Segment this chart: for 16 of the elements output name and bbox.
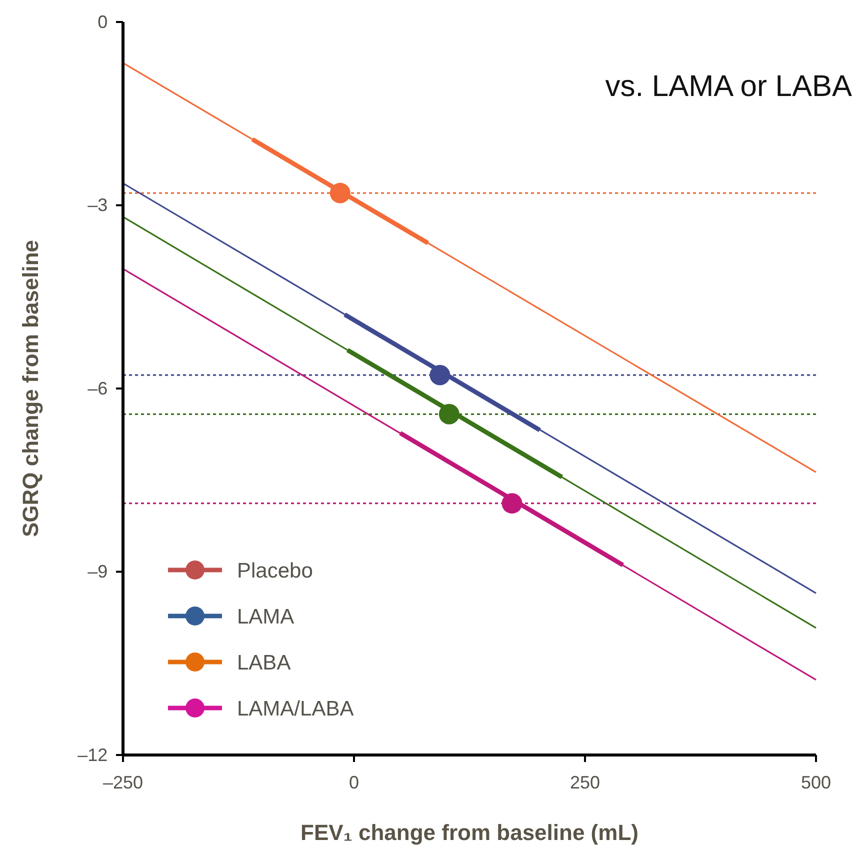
x-axis-title: FEV₁ change from baseline (mL) — [300, 820, 638, 845]
x-tick-label: 250 — [570, 772, 600, 792]
legend-label: LAMA — [237, 606, 294, 629]
y-tick-label: –3 — [88, 195, 108, 216]
y-tick-label: –9 — [88, 562, 108, 582]
legend-label: LAMA/LABA — [237, 698, 354, 721]
legend-label: LABA — [237, 652, 291, 675]
y-tick-label: –6 — [88, 378, 108, 398]
x-tick-label: 500 — [800, 772, 832, 792]
y-tick-label: 0 — [98, 12, 108, 32]
x-tick-label: –250 — [102, 772, 144, 792]
legend-label: Placebo — [237, 560, 313, 583]
text: vs. LAMA or LABA — [605, 70, 852, 103]
y-axis-title: SGRQ change from baseline — [18, 240, 43, 538]
x-tick-label: 0 — [348, 772, 360, 792]
y-tick-label: –12 — [78, 744, 108, 765]
